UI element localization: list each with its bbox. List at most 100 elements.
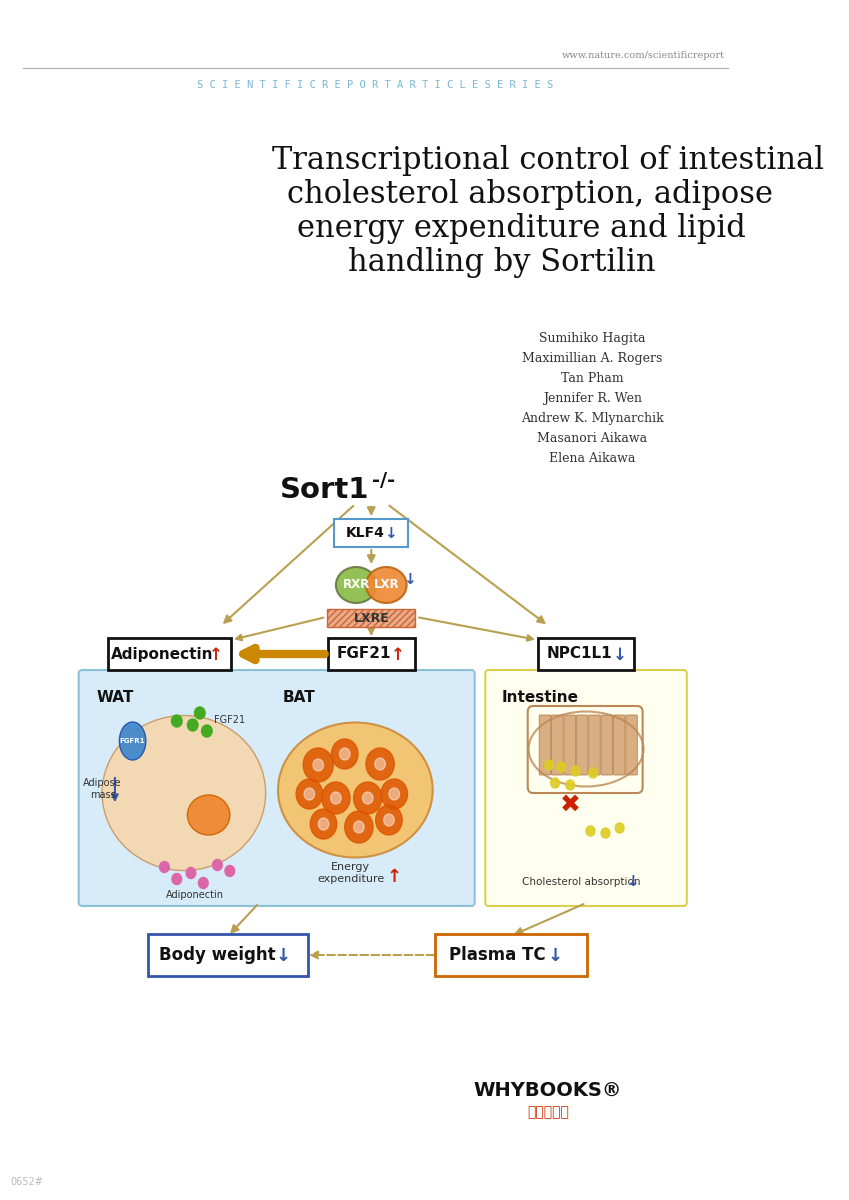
Text: BAT: BAT (283, 690, 316, 704)
Circle shape (565, 780, 575, 790)
Circle shape (366, 748, 394, 780)
Text: ↓: ↓ (613, 646, 627, 664)
Text: LXR: LXR (374, 578, 399, 592)
Circle shape (313, 758, 323, 770)
FancyBboxPatch shape (626, 715, 638, 775)
Circle shape (322, 782, 350, 814)
Circle shape (588, 768, 598, 778)
Text: Masanori Aikawa: Masanori Aikawa (537, 432, 647, 445)
Text: WAT: WAT (96, 690, 134, 704)
Text: FGFR1: FGFR1 (120, 738, 145, 744)
Text: NPC1L1: NPC1L1 (546, 647, 612, 661)
Text: handling by Sortilin: handling by Sortilin (348, 247, 656, 278)
Circle shape (303, 748, 334, 782)
Circle shape (201, 725, 212, 737)
Circle shape (353, 821, 364, 833)
Circle shape (225, 865, 234, 876)
Text: S C I E N T I F I C R E P O R T A R T I C L E S E R I E S: S C I E N T I F I C R E P O R T A R T I … (197, 80, 553, 90)
FancyBboxPatch shape (335, 518, 408, 547)
FancyBboxPatch shape (79, 670, 475, 906)
Circle shape (557, 762, 565, 772)
FancyBboxPatch shape (328, 638, 415, 670)
Circle shape (381, 779, 408, 809)
Text: ↑: ↑ (209, 646, 222, 664)
Text: Maximillian A. Rogers: Maximillian A. Rogers (522, 352, 662, 365)
Text: ↑: ↑ (391, 646, 405, 664)
Text: LXRE: LXRE (353, 612, 389, 624)
Text: Adiponectin: Adiponectin (111, 647, 214, 661)
Text: Adipose
mass: Adipose mass (83, 778, 122, 799)
Circle shape (384, 814, 394, 826)
Text: RXR: RXR (343, 578, 370, 592)
Text: cholesterol absorption, adipose: cholesterol absorption, adipose (287, 179, 773, 210)
Circle shape (304, 788, 315, 800)
Text: KLF4: KLF4 (346, 526, 385, 540)
FancyBboxPatch shape (601, 715, 613, 775)
FancyBboxPatch shape (564, 715, 576, 775)
Text: Energy
expenditure: Energy expenditure (318, 862, 385, 883)
Text: Adiponectin: Adiponectin (166, 890, 223, 900)
Text: Jennifer R. Wen: Jennifer R. Wen (543, 392, 642, 404)
Text: Intestine: Intestine (501, 690, 578, 704)
Text: Body weight: Body weight (159, 946, 276, 964)
Circle shape (296, 779, 323, 809)
Ellipse shape (102, 715, 266, 870)
Circle shape (160, 862, 169, 872)
FancyBboxPatch shape (552, 715, 563, 775)
Circle shape (374, 758, 385, 770)
Text: 0652#: 0652# (10, 1177, 43, 1187)
Text: Sort1: Sort1 (280, 476, 369, 504)
Ellipse shape (188, 794, 230, 835)
Text: Cholesterol absorption: Cholesterol absorption (522, 877, 641, 887)
Circle shape (318, 818, 329, 830)
Circle shape (212, 859, 222, 870)
Text: ↓: ↓ (275, 947, 290, 965)
Circle shape (375, 805, 402, 835)
Text: ↓: ↓ (403, 571, 416, 587)
Text: Elena Aikawa: Elena Aikawa (549, 452, 635, 464)
Circle shape (340, 748, 350, 760)
Circle shape (331, 739, 358, 769)
FancyBboxPatch shape (576, 715, 588, 775)
FancyBboxPatch shape (539, 715, 551, 775)
Circle shape (188, 719, 198, 731)
Text: ↑: ↑ (386, 868, 402, 886)
Text: WHYBOOKS®: WHYBOOKS® (474, 1080, 622, 1099)
Text: Plasma TC: Plasma TC (449, 946, 546, 964)
Text: Tan Pham: Tan Pham (561, 372, 623, 385)
FancyBboxPatch shape (486, 670, 687, 906)
FancyBboxPatch shape (109, 638, 231, 670)
Circle shape (389, 788, 400, 800)
Circle shape (363, 792, 373, 804)
Text: www.nature.com/scientificreport: www.nature.com/scientificreport (562, 50, 725, 60)
Circle shape (310, 809, 337, 839)
Circle shape (345, 811, 373, 842)
Text: FGF21: FGF21 (337, 647, 391, 661)
Text: FGF21: FGF21 (214, 715, 245, 725)
Text: ↓: ↓ (626, 875, 638, 889)
Ellipse shape (278, 722, 433, 858)
FancyBboxPatch shape (327, 608, 415, 626)
FancyBboxPatch shape (588, 715, 600, 775)
Circle shape (171, 715, 182, 727)
Text: ✖: ✖ (559, 793, 581, 817)
Circle shape (601, 828, 610, 838)
Circle shape (172, 874, 182, 884)
Circle shape (586, 826, 595, 836)
Ellipse shape (120, 722, 146, 760)
FancyBboxPatch shape (538, 638, 634, 670)
Circle shape (544, 760, 554, 770)
Circle shape (186, 868, 196, 878)
Text: energy expenditure and lipid: energy expenditure and lipid (297, 214, 746, 244)
Text: 주와이북스: 주와이북스 (527, 1105, 569, 1118)
FancyBboxPatch shape (436, 934, 587, 976)
Text: Sumihiko Hagita: Sumihiko Hagita (539, 332, 645, 346)
Text: ↓: ↓ (385, 527, 397, 541)
FancyBboxPatch shape (614, 715, 625, 775)
Circle shape (616, 823, 624, 833)
Circle shape (194, 707, 205, 719)
Text: Transcriptional control of intestinal: Transcriptional control of intestinal (272, 145, 824, 176)
Circle shape (571, 766, 580, 776)
FancyBboxPatch shape (148, 934, 308, 976)
Ellipse shape (366, 566, 407, 602)
